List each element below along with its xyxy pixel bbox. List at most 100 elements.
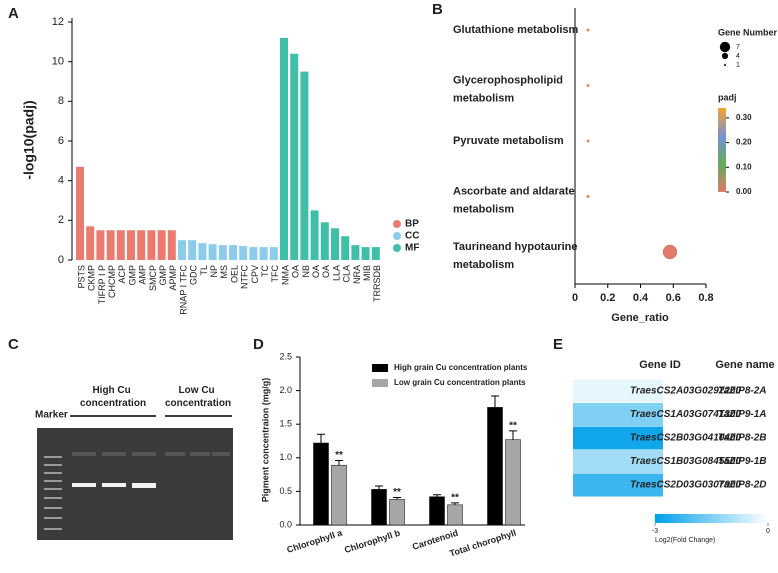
bubble: [586, 195, 590, 198]
significance: **: [451, 492, 459, 503]
heat-cell: [573, 403, 663, 426]
x-tick-label: PSTS: [76, 265, 86, 289]
bar: [371, 489, 387, 526]
legend-label: 7: [736, 44, 740, 51]
column-header: Gene name: [715, 359, 774, 371]
bubble: [586, 139, 590, 143]
y-tick-label: 12: [52, 16, 64, 28]
gene-name: TaZIP9-1B: [718, 456, 767, 467]
bubble: [662, 244, 678, 260]
colorbar-tick-label: 0: [766, 528, 770, 535]
x-tick-label: SMCP: [148, 265, 158, 291]
error-bar: [393, 496, 401, 500]
x-tick-label: OEL: [229, 265, 239, 283]
gel-image: [37, 415, 233, 540]
error-bar: [375, 485, 383, 490]
x-axis-title: Gene_ratio: [611, 312, 669, 324]
bar: [320, 222, 329, 260]
category-label: Taurineand hypotaurine metabolism: [453, 241, 581, 271]
colorbar: [718, 108, 726, 192]
error-bar: [509, 430, 517, 440]
bar: [127, 230, 135, 260]
significance: **: [393, 487, 401, 498]
panel-label: C: [8, 336, 19, 353]
bar: [351, 245, 360, 260]
legend-label: 4: [736, 53, 740, 60]
bar: [218, 245, 227, 260]
error-bar: [317, 433, 325, 444]
x-tick-label: ACP: [117, 265, 127, 284]
heat-cell: [573, 450, 663, 473]
x-tick-label: TL: [199, 265, 209, 276]
bar: [280, 37, 288, 260]
bar: [249, 247, 258, 260]
legend-marker: [719, 41, 731, 53]
x-tick-label: 0.2: [600, 292, 615, 304]
group-label: Low Cu concentration: [165, 385, 231, 409]
x-tick-label: Total chorophyll: [448, 528, 517, 559]
error-bar: [491, 395, 499, 408]
legend-marker: [393, 220, 401, 228]
x-tick-label: CPV: [250, 265, 260, 284]
bubble: [586, 28, 590, 32]
legend-marker: [393, 244, 401, 252]
bar: [208, 244, 217, 260]
bar: [313, 442, 329, 526]
x-tick-label: CHCMP: [107, 265, 117, 298]
significance: **: [509, 421, 517, 432]
legend-marker: [721, 52, 729, 60]
y-tick-label: 0.5: [279, 486, 292, 496]
x-tick-label: 0.6: [666, 292, 681, 304]
heat-cell: [573, 473, 663, 497]
bar: [290, 53, 299, 260]
y-axis-title: -log10(padj): [21, 100, 37, 179]
bar: [229, 245, 237, 260]
marker-label: Marker: [35, 410, 68, 421]
legend-marker: [372, 364, 388, 372]
x-tick-label: LLA: [331, 265, 341, 281]
bar: [331, 228, 339, 260]
x-tick-label: AMP: [138, 265, 148, 285]
bar: [188, 240, 197, 260]
panel-label: B: [432, 1, 443, 18]
legend-label: MF: [405, 243, 419, 254]
y-tick-label: 2.5: [279, 351, 292, 361]
significance: **: [335, 450, 343, 461]
colorbar: [655, 514, 768, 523]
bar: [116, 230, 125, 260]
x-tick-label: GDC: [189, 265, 199, 286]
panel-label: A: [8, 5, 19, 22]
x-tick-label: 0: [572, 292, 578, 304]
x-tick-label: NTFC: [240, 265, 250, 289]
gene-id: TraesCS2D03G0307900: [630, 480, 741, 491]
x-tick-label: NMA: [280, 265, 290, 285]
x-tick-label: MS: [219, 265, 229, 279]
bar: [106, 230, 115, 260]
x-tick-label: OA: [291, 265, 301, 278]
bar: [86, 226, 95, 260]
gene-name: TaZIP8-2A: [718, 386, 767, 397]
colorbar-tick-label: -3: [652, 528, 658, 535]
x-tick-label: RNAP I TFC: [178, 265, 188, 315]
x-tick-label: TFC: [270, 265, 280, 283]
bubble: [586, 84, 590, 87]
category-label: Glycerophospholipid metabolism: [453, 74, 566, 104]
x-tick-label: Chlorophyll b: [343, 527, 402, 555]
bar: [259, 247, 268, 260]
bar: [96, 230, 105, 260]
y-tick-label: 0: [58, 254, 64, 266]
bar: [487, 407, 503, 526]
bar: [239, 246, 248, 260]
column-header: Gene ID: [639, 359, 681, 371]
x-tick-label: NRA: [352, 265, 362, 284]
colorbar-tick-label: 0.00: [736, 187, 752, 196]
y-tick-label: 2: [58, 214, 64, 226]
category-label: Pyruvate metabolism: [453, 135, 564, 147]
gene-id: TraesCS2B03G0410400: [630, 433, 741, 444]
legend-label: BP: [405, 219, 419, 230]
x-tick-label: 0.4: [633, 292, 649, 304]
bar: [389, 499, 405, 526]
heat-cell: [573, 379, 663, 403]
x-tick-label: TIFRP I P: [97, 265, 107, 304]
y-tick-label: 8: [58, 95, 64, 107]
